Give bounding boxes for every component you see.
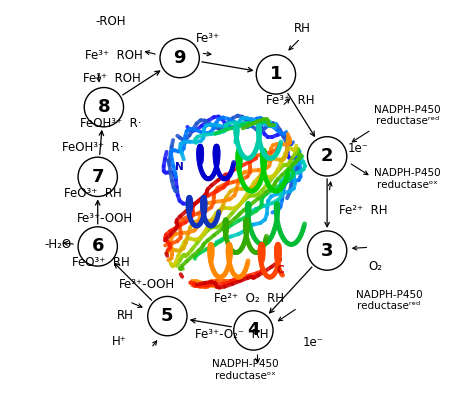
Text: NADPH-P450
reductaseᵒˣ: NADPH-P450 reductaseᵒˣ (212, 359, 279, 381)
Ellipse shape (149, 103, 317, 304)
Text: N: N (175, 162, 184, 172)
Text: Fe³⁺  RH: Fe³⁺ RH (265, 94, 314, 107)
Text: -ROH: -ROH (96, 15, 126, 28)
Circle shape (78, 157, 118, 196)
Circle shape (234, 311, 273, 350)
Text: Fe³⁺: Fe³⁺ (196, 32, 220, 45)
Text: 5: 5 (161, 307, 173, 325)
Text: 9: 9 (173, 49, 186, 67)
Text: H⁺: H⁺ (111, 335, 127, 348)
Circle shape (84, 88, 124, 127)
Circle shape (256, 55, 296, 94)
Text: Fe³⁺-O₂⁻  RH: Fe³⁺-O₂⁻ RH (195, 328, 269, 341)
Text: 1e⁻: 1e⁻ (347, 142, 369, 155)
Text: 1: 1 (270, 65, 282, 83)
Text: -H₂O: -H₂O (45, 238, 72, 250)
Circle shape (308, 231, 347, 270)
Text: Fe²⁺  O₂  RH: Fe²⁺ O₂ RH (214, 292, 284, 305)
Text: 6: 6 (91, 238, 104, 256)
Circle shape (308, 137, 347, 176)
Text: 1e⁻: 1e⁻ (302, 336, 324, 349)
Text: Fe²⁺  RH: Fe²⁺ RH (338, 204, 387, 217)
Text: RH: RH (117, 309, 134, 322)
Text: 4: 4 (247, 321, 260, 339)
Text: 3: 3 (321, 242, 333, 260)
Text: FeO³⁺  RH: FeO³⁺ RH (72, 256, 130, 268)
Circle shape (78, 227, 118, 266)
Text: C: C (277, 265, 284, 275)
Text: NADPH-P450
reductaseʳᵉᵈ: NADPH-P450 reductaseʳᵉᵈ (356, 290, 422, 311)
Text: Fe³⁺-OOH: Fe³⁺-OOH (77, 212, 133, 225)
Text: FeO³⁺  RH: FeO³⁺ RH (64, 187, 122, 200)
Text: O₂: O₂ (368, 261, 382, 273)
Text: NADPH-P450
reductaseᵒˣ: NADPH-P450 reductaseᵒˣ (374, 168, 441, 189)
Text: Fe³⁺  ROH: Fe³⁺ ROH (85, 49, 143, 62)
Text: FeOH³⁺  R·: FeOH³⁺ R· (62, 141, 124, 154)
Text: Fe³⁺  ROH: Fe³⁺ ROH (83, 72, 141, 85)
Circle shape (148, 296, 187, 336)
Text: RH: RH (293, 22, 310, 35)
Text: 8: 8 (98, 98, 110, 116)
Circle shape (160, 38, 199, 78)
Text: Fe³⁺-OOH: Fe³⁺-OOH (119, 278, 175, 291)
Text: 2: 2 (321, 148, 333, 165)
Text: NADPH-P450
reductaseʳᵉᵈ: NADPH-P450 reductaseʳᵉᵈ (374, 104, 441, 126)
Text: 7: 7 (91, 168, 104, 186)
Text: FeOH³⁺  R·: FeOH³⁺ R· (80, 117, 142, 130)
